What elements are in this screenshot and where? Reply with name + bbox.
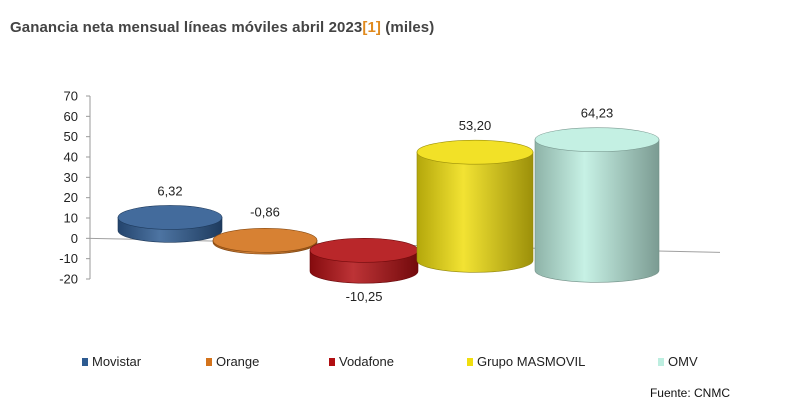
chart-title-unit: (miles) (381, 19, 435, 36)
legend-label: OMV (668, 354, 698, 369)
chart-title-main: Ganancia neta mensual líneas móviles abr… (10, 19, 363, 36)
legend-label: Vodafone (339, 354, 394, 369)
data-label: 64,23 (581, 106, 614, 121)
bar-grupo-masmovil (416, 139, 534, 273)
y-tick-label: 50 (64, 129, 78, 144)
y-tick-label: 0 (71, 231, 78, 246)
bar-orange (212, 228, 318, 255)
legend-item: Vodafone (329, 354, 394, 369)
legend-label: Orange (216, 354, 259, 369)
y-tick-label: 10 (64, 211, 78, 226)
data-label: -10,25 (346, 289, 383, 304)
legend-label: Movistar (92, 354, 142, 369)
y-tick-label: 20 (64, 190, 78, 205)
y-tick-label: 70 (64, 89, 78, 104)
bar-vodafone (309, 238, 419, 284)
y-tick-label: 40 (64, 150, 78, 165)
legend-swatch (82, 358, 88, 366)
y-axis: 70 60 50 40 30 20 10 0 -10 -20 (59, 89, 721, 287)
y-tick-label: 60 (64, 109, 78, 124)
legend-swatch (467, 358, 473, 366)
bars (117, 127, 660, 284)
chart-title-reference-link[interactable]: [1] (362, 19, 382, 36)
legend-item: Movistar (82, 354, 142, 369)
data-labels: 6,32 -0,86 -10,25 53,20 64,23 (157, 106, 613, 304)
y-tick-label: -20 (59, 272, 78, 287)
y-tick-label: 30 (64, 170, 78, 185)
bar-body (534, 139, 660, 283)
bar-top (212, 228, 318, 253)
legend-swatch (329, 358, 335, 366)
bar-top (117, 205, 223, 230)
legend-swatch (206, 358, 212, 366)
data-label: -0,86 (250, 204, 280, 219)
legend-swatch (658, 358, 664, 366)
bar-movistar (117, 205, 223, 243)
chart-title: Ganancia neta mensual líneas móviles abr… (10, 19, 434, 36)
legend-item: OMV (658, 354, 698, 369)
y-tick-label: -10 (59, 251, 78, 266)
legend: Movistar Orange Vodafone Grupo MASMOVIL OMV (82, 354, 698, 369)
bar-top (309, 238, 419, 263)
bar-top (534, 127, 660, 153)
legend-label: Grupo MASMOVIL (477, 354, 585, 369)
legend-item: Grupo MASMOVIL (467, 354, 585, 369)
bar-omv (534, 127, 660, 283)
bar-top (416, 139, 534, 165)
source-note: Fuente: CNMC (649, 386, 730, 400)
legend-item: Orange (206, 354, 259, 369)
bar-body (416, 151, 534, 273)
data-label: 6,32 (157, 183, 182, 198)
data-label: 53,20 (459, 118, 492, 133)
